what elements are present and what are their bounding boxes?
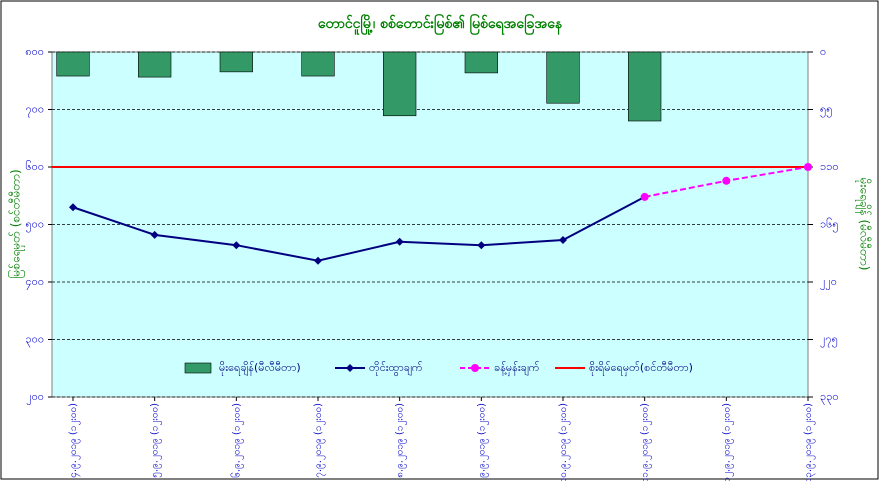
x-tick-label: ၅.၉.၂၀၁၉ (၁၂း၀၀)	[150, 403, 163, 478]
y-tick-label: ၇၀၀	[25, 103, 44, 118]
marker	[314, 256, 322, 265]
rain-bar	[219, 51, 253, 73]
y-tick-label: ၂၀၀	[26, 390, 44, 405]
x-tick-label: ၁၀.၉.၂၀၁၉ (၁၂း၀၀)	[558, 403, 571, 481]
marker	[150, 230, 159, 239]
marker	[232, 241, 241, 250]
y-axis-label: မြစ်ရေမှတ် (စင်တီမီတာ)	[7, 169, 26, 278]
marker	[640, 192, 649, 201]
marker	[395, 237, 404, 246]
rain-bar	[56, 51, 90, 77]
y-tick-label: ၆၀၀	[25, 160, 44, 173]
y-tick-label: ၄၀၀	[25, 275, 44, 290]
x-tick-label: ၈.၉.၂၀၁၉ (၁၂း၀၀)	[395, 403, 408, 478]
y-tick-label: ၃၀၀	[25, 333, 44, 348]
y-tick-label: ၅၀၀	[25, 218, 44, 233]
y2-tick-label: ၁၆၅	[820, 218, 839, 233]
rain-bar	[301, 51, 335, 77]
marker	[477, 241, 486, 250]
chart-title: တောင်ငူမြို့၊ စစ်တောင်းမြစ်၏ မြစ်ရေအခြေအ…	[318, 14, 563, 35]
line	[72, 196, 646, 262]
y2-tick-label: ၂၂၀	[820, 275, 837, 290]
y2-tick-label: ၂၇၅	[820, 333, 838, 348]
x-tick-label: ၁၂.၉.၂၀၁၉ (၁၂း၀၀)	[721, 403, 734, 481]
legend-marker	[471, 364, 479, 372]
legend-label: တိုင်းထွာချက်	[369, 361, 423, 376]
x-tick-label: ၄.၉.၂၀၁၉ (၁၂း၀၀)	[68, 403, 81, 478]
x-tick-label: ၉.၉.၂၀၁၉ (၁၂း၀၀)	[476, 403, 489, 478]
rain-bar	[628, 51, 662, 122]
rain-bar	[464, 51, 498, 74]
y-tick-label: ၈၀၀	[25, 45, 44, 58]
rain-bar	[546, 51, 580, 104]
y2-axis-label: မိုးရေချိန် (မီလီမီတာ)	[855, 178, 873, 271]
legend-label: စိုးရိမ်ရေမှတ်(စင်တီမီတာ)	[589, 361, 693, 376]
y2-tick-label: ၃၃၀	[820, 390, 839, 405]
rain-bar	[138, 51, 172, 78]
legend-label: မိုးရေချိန်(မီလီမီတာ)	[219, 361, 301, 376]
legend-marker	[346, 364, 354, 372]
rain-bar	[383, 51, 417, 117]
marker	[69, 203, 77, 212]
marker	[804, 163, 812, 171]
x-tick-label: ၇.၉.၂၀၁၉ (၁၂း၀၀)	[313, 403, 326, 478]
y2-tick-label: ၀	[820, 45, 826, 58]
legend-label: ခန့်မှန်းချက်	[494, 361, 540, 376]
marker	[722, 176, 731, 185]
legend-swatch	[184, 362, 212, 374]
marker	[559, 236, 567, 245]
y2-tick-label: ၅၅	[820, 103, 832, 118]
x-tick-label: ၁၃.၉.၂၀၁၉ (၁၂း၀၀)	[803, 403, 816, 481]
x-tick-label: ၁၁.၉.၂၀၁၉ (၁၂း၀၀)	[640, 403, 653, 481]
y2-tick-label: ၁၁၀	[820, 160, 839, 173]
x-tick-label: ၆.၉.၂၀၁၉ (၁၂း၀၀)	[229, 403, 244, 478]
